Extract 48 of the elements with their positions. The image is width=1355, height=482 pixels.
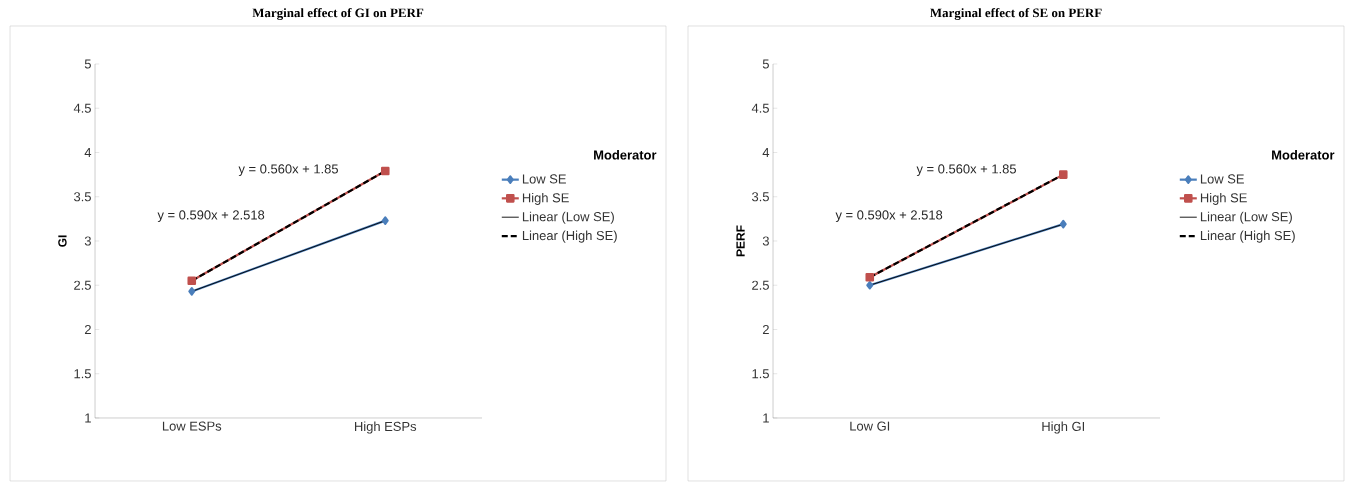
y-tick-label: 4.5 bbox=[73, 103, 91, 113]
chart-title: Marginal effect of SE on PERF bbox=[930, 7, 1102, 20]
annotation: y = 0.590x + 2.518 bbox=[835, 210, 943, 223]
y-tick-label: 1.5 bbox=[752, 369, 769, 379]
x-tick-label: Low GI bbox=[850, 421, 890, 431]
y-tick-label: 2 bbox=[762, 324, 769, 335]
annotation: y = 0.560x + 1.85 bbox=[238, 164, 338, 177]
y-tick-label: 1 bbox=[763, 413, 769, 423]
y-tick-label: 3 bbox=[762, 236, 769, 246]
legend-label: High SE bbox=[522, 192, 569, 205]
legend-label: Linear (Low SE) bbox=[1200, 211, 1292, 224]
y-tick-label: 3.5 bbox=[73, 192, 91, 202]
point bbox=[1059, 219, 1067, 229]
annotation: y = 0.560x + 1.85 bbox=[916, 164, 1016, 177]
legend-title: Moderator bbox=[594, 150, 657, 160]
point bbox=[187, 276, 197, 286]
y-axis-title: PERF bbox=[736, 225, 745, 257]
y-tick-label: 4.5 bbox=[751, 103, 769, 113]
y-tick-label: 5 bbox=[762, 59, 769, 69]
x-tick-label: High ESPs bbox=[355, 421, 417, 434]
point bbox=[380, 166, 390, 176]
legend-label: Linear (High SE) bbox=[1200, 230, 1295, 243]
y-tick-label: 3 bbox=[84, 236, 91, 246]
point bbox=[865, 272, 875, 282]
y-tick-label: 4 bbox=[762, 148, 770, 157]
legend-label: Low SE bbox=[522, 174, 566, 184]
legend-label: Linear (High SE) bbox=[522, 230, 617, 243]
y-tick-label: 2.5 bbox=[74, 280, 91, 290]
point bbox=[1058, 170, 1068, 179]
y-tick-label: 1 bbox=[85, 413, 91, 423]
y-tick-label: 1.5 bbox=[74, 369, 91, 379]
y-tick-label: 2.5 bbox=[752, 280, 769, 290]
point bbox=[381, 216, 389, 225]
point bbox=[866, 280, 874, 290]
y-tick-label: 5 bbox=[84, 59, 91, 69]
legend-label: Low SE bbox=[1200, 174, 1244, 184]
y-tick-label: 3.5 bbox=[752, 192, 769, 202]
legend-label: High SE bbox=[1200, 192, 1247, 205]
y-tick-label: 4 bbox=[84, 148, 92, 157]
y-axis-title: GI bbox=[58, 235, 67, 247]
point bbox=[188, 287, 196, 296]
legend-label: Linear (Low SE) bbox=[522, 211, 614, 224]
legend-title: Moderator bbox=[1272, 150, 1335, 160]
x-tick-label: Low ESPs bbox=[162, 421, 222, 431]
x-tick-label: High GI bbox=[1042, 421, 1085, 434]
y-tick-label: 2 bbox=[84, 324, 91, 335]
chart-title: Marginal effect of GI on PERF bbox=[252, 7, 424, 20]
annotation: y = 0.590x + 2.518 bbox=[157, 210, 265, 223]
